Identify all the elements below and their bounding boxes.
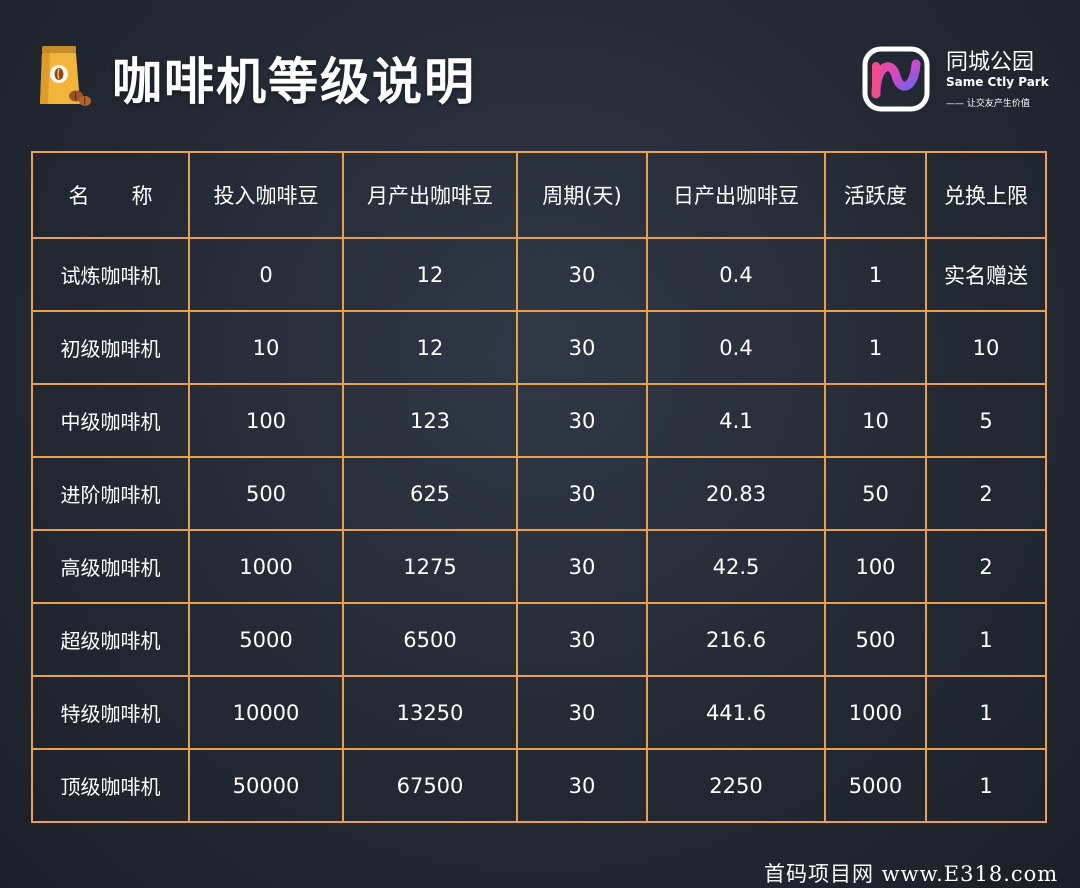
table-cell: 1 [925,748,1047,823]
logo-name-en: Same Ctly Park [946,75,1049,89]
logo-name-cn: 同城公园 [946,50,1035,75]
table-cell: 10000 [188,675,344,750]
column-header: 名 称 [31,151,190,239]
machine-name-cell: 初级咖啡机 [31,310,190,385]
header: 咖啡机等级说明 同城公园 Same Ctly Park —— 让交友产生价值 [0,0,1080,145]
table-cell: 30 [516,675,648,750]
table-cell: 1 [824,237,927,312]
column-header: 投入咖啡豆 [188,151,344,239]
table-cell: 2 [925,456,1047,531]
machine-name-cell: 顶级咖啡机 [31,748,190,823]
table-cell: 1 [925,675,1047,750]
table-cell: 10 [925,310,1047,385]
table-cell: 67500 [342,748,518,823]
machine-name-cell: 超级咖啡机 [31,602,190,677]
table-cell: 5 [925,383,1047,458]
watermark: 首码项目网 www.E318.com [764,862,1059,886]
table-row: 中级咖啡机 100 123 30 4.1 10 5 [31,383,1047,458]
column-header: 月产出咖啡豆 [342,151,518,239]
table-cell: 100 [188,383,344,458]
table-row: 高级咖啡机 1000 1275 30 42.5 100 2 [31,529,1047,604]
logo-slogan: —— 让交友产生价值 [946,99,1030,109]
table-cell: 0.4 [646,310,826,385]
table-row: 初级咖啡机 10 12 30 0.4 1 10 [31,310,1047,385]
table-cell: 30 [516,748,648,823]
table-cell: 1000 [188,529,344,604]
table-cell: 30 [516,456,648,531]
table-cell: 10 [824,383,927,458]
table-cell: 625 [342,456,518,531]
table-cell: 30 [516,383,648,458]
column-header: 日产出咖啡豆 [646,151,826,239]
table-row: 进阶咖啡机 500 625 30 20.83 50 2 [31,456,1047,531]
coffee-machine-level-table: 名 称 投入咖啡豆 月产出咖啡豆 周期(天) 日产出咖啡豆 活跃度 兑换上限 试… [31,151,1047,823]
table-header-row: 名 称 投入咖啡豆 月产出咖啡豆 周期(天) 日产出咖啡豆 活跃度 兑换上限 [31,151,1047,239]
table-cell: 0.4 [646,237,826,312]
table-cell: 1 [925,602,1047,677]
page-title: 咖啡机等级说明 [112,53,476,111]
table-row: 试炼咖啡机 0 12 30 0.4 1 实名赠送 [31,237,1047,312]
table-cell: 500 [824,602,927,677]
table-cell: 0 [188,237,344,312]
table-cell: 2250 [646,748,826,823]
machine-name-cell: 特级咖啡机 [31,675,190,750]
column-header: 周期(天) [516,151,648,239]
table-cell: 1275 [342,529,518,604]
machine-name-cell: 高级咖啡机 [31,529,190,604]
table-cell: 5000 [824,748,927,823]
table-cell: 30 [516,529,648,604]
table-cell: 42.5 [646,529,826,604]
table-cell: 216.6 [646,602,826,677]
table-row: 特级咖啡机 10000 13250 30 441.6 1000 1 [31,675,1047,750]
table-cell: 441.6 [646,675,826,750]
table-cell: 100 [824,529,927,604]
table-cell: 30 [516,602,648,677]
table-cell: 1 [824,310,927,385]
table-cell: 123 [342,383,518,458]
table-cell: 12 [342,310,518,385]
table-row: 顶级咖啡机 50000 67500 30 2250 5000 1 [31,748,1047,823]
table-cell: 4.1 [646,383,826,458]
table-cell: 1000 [824,675,927,750]
column-header: 活跃度 [824,151,927,239]
table-cell: 50000 [188,748,344,823]
table-cell: 13250 [342,675,518,750]
table-cell: 50 [824,456,927,531]
table-cell: 500 [188,456,344,531]
table-cell: 30 [516,310,648,385]
table-cell: 5000 [188,602,344,677]
machine-name-cell: 试炼咖啡机 [31,237,190,312]
table-cell: 20.83 [646,456,826,531]
table-cell: 10 [188,310,344,385]
same-city-park-logo-icon [862,46,930,112]
table-cell: 6500 [342,602,518,677]
table-cell: 2 [925,529,1047,604]
table-cell: 30 [516,237,648,312]
brand-logo: 同城公园 Same Ctly Park —— 让交友产生价值 [862,44,1062,114]
machine-name-cell: 进阶咖啡机 [31,456,190,531]
column-header: 兑换上限 [925,151,1047,239]
table-cell: 12 [342,237,518,312]
coffee-bag-icon [40,46,91,106]
table-row: 超级咖啡机 5000 6500 30 216.6 500 1 [31,602,1047,677]
machine-name-cell: 中级咖啡机 [31,383,190,458]
table-cell: 实名赠送 [925,237,1047,312]
